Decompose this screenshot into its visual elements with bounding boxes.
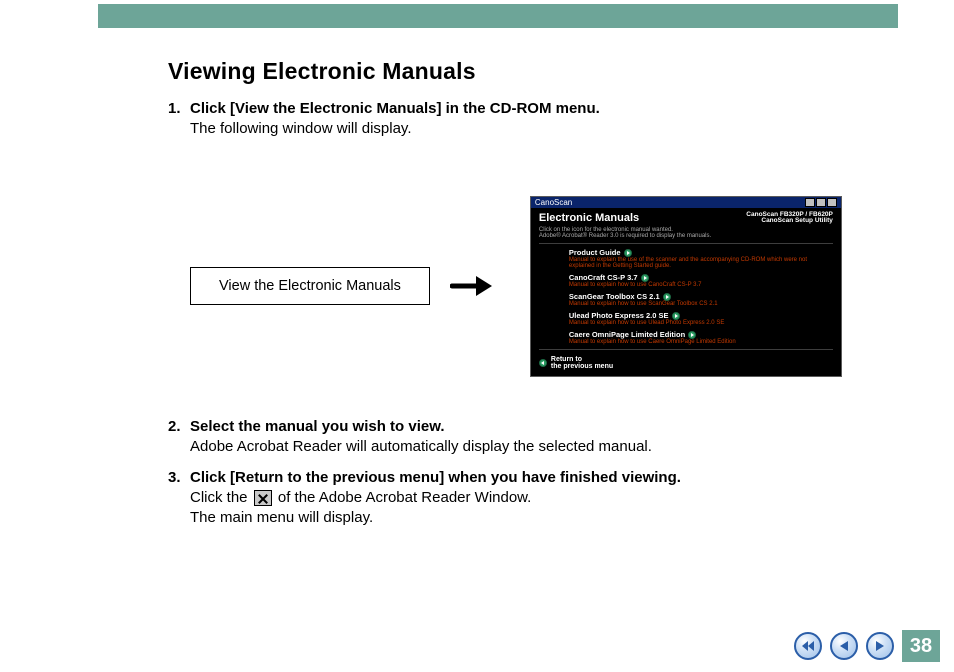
return-to-previous-menu[interactable]: Return to the previous menu: [539, 356, 833, 370]
window-title: CanoScan: [535, 198, 572, 207]
divider: [539, 243, 833, 244]
manual-item[interactable]: Caere OmniPage Limited Edition Manual to…: [569, 330, 833, 345]
next-page-button[interactable]: [866, 632, 894, 660]
view-electronic-manuals-button[interactable]: View the Electronic Manuals: [190, 267, 430, 305]
step-body: The following window will display.: [190, 120, 411, 137]
illustration-row: View the Electronic Manuals CanoScan: [190, 196, 888, 378]
step-body-2: The main menu will display.: [190, 509, 373, 526]
page-title: Viewing Electronic Manuals: [168, 58, 888, 85]
arrow-icon: [450, 274, 492, 298]
window-subtext: Click on the icon for the electronic man…: [539, 227, 833, 239]
manual-item[interactable]: ScanGear Toolbox CS 2.1 Manual to explai…: [569, 292, 833, 307]
window-heading: Electronic Manuals: [539, 212, 639, 224]
go-icon: [624, 249, 632, 257]
manual-item[interactable]: Ulead Photo Express 2.0 SE Manual to exp…: [569, 311, 833, 326]
minimize-icon[interactable]: [805, 198, 815, 207]
prev-page-button[interactable]: [830, 632, 858, 660]
close-x-icon: [254, 490, 272, 506]
step-2: 2. Select the manual you wish to view. A…: [168, 417, 888, 458]
step-number: 2.: [168, 417, 190, 458]
maximize-icon[interactable]: [816, 198, 826, 207]
window-controls: [805, 198, 837, 207]
step-3: 3. Click [Return to the previous menu] w…: [168, 468, 888, 529]
go-icon: [688, 331, 696, 339]
electronic-manuals-window: CanoScan Electronic Manuals CanoScan FB3…: [530, 196, 842, 378]
close-icon[interactable]: [827, 198, 837, 207]
back-icon: [539, 359, 547, 367]
first-page-button[interactable]: [794, 632, 822, 660]
step-heading: Click [Return to the previous menu] when…: [190, 469, 681, 486]
step-heading: Click [View the Electronic Manuals] in t…: [190, 100, 600, 117]
go-icon: [641, 274, 649, 282]
go-icon: [663, 293, 671, 301]
window-titlebar: CanoScan: [531, 197, 841, 208]
header-accent-bar: [98, 4, 898, 28]
document-content: Viewing Electronic Manuals 1. Click [Vie…: [168, 58, 888, 536]
go-icon: [672, 312, 680, 320]
footer-nav: 38: [794, 630, 940, 662]
step-1: 1. Click [View the Electronic Manuals] i…: [168, 99, 888, 140]
page-number: 38: [902, 630, 940, 662]
step-number: 1.: [168, 99, 190, 140]
manual-item[interactable]: Product Guide Manual to explain the use …: [569, 248, 833, 269]
divider: [539, 349, 833, 350]
manual-item[interactable]: CanoCraft CS-P 3.7 Manual to explain how…: [569, 273, 833, 288]
step-number: 3.: [168, 468, 190, 529]
window-brand: CanoScan FB320P / FB620P CanoScan Setup …: [746, 212, 833, 226]
step-heading: Select the manual you wish to view.: [190, 418, 445, 435]
step-body: Adobe Acrobat Reader will automatically …: [190, 438, 652, 455]
step-body: Click the of the Adobe Acrobat Reader Wi…: [190, 489, 531, 506]
